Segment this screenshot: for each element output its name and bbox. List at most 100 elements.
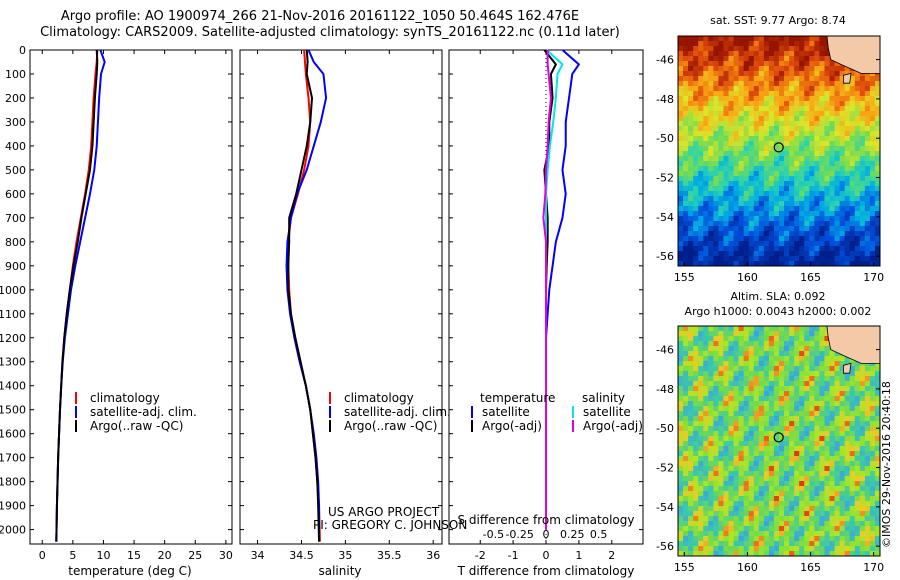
map-cell <box>804 426 810 432</box>
map-cell <box>718 221 724 227</box>
map-cell <box>839 101 846 107</box>
map-cell <box>763 71 770 77</box>
map-cell <box>814 446 820 452</box>
map-cell <box>799 191 805 197</box>
map-cell <box>683 191 689 197</box>
map-cell <box>678 36 684 42</box>
map-cell <box>768 216 775 222</box>
map-cell <box>693 181 699 187</box>
map-cell <box>869 231 876 237</box>
map-cell <box>758 346 765 352</box>
map-cell <box>773 506 780 512</box>
map-cell <box>864 216 871 222</box>
map-cell <box>773 46 780 52</box>
map-cell <box>854 226 861 232</box>
map-cell <box>839 486 846 492</box>
map-cell <box>804 206 810 212</box>
map-cell <box>804 86 810 92</box>
map-cell <box>688 41 694 47</box>
map-cell <box>809 386 815 392</box>
map-cell <box>839 386 846 392</box>
map-cell <box>723 206 729 212</box>
map-cell <box>814 541 820 547</box>
map-cell <box>779 511 785 517</box>
map-cell <box>723 116 729 122</box>
map-cell <box>718 451 724 457</box>
map-cell <box>753 201 760 207</box>
map-cell <box>688 531 694 537</box>
map-cell <box>869 441 876 447</box>
map-cell <box>748 41 755 47</box>
map-cell <box>834 81 841 87</box>
map-cell <box>809 381 815 387</box>
map-cell <box>678 211 684 217</box>
map-cell <box>799 51 805 57</box>
map-cell <box>859 531 866 537</box>
map-cell <box>854 376 861 382</box>
map-cell <box>768 406 775 412</box>
map-cell <box>779 96 785 102</box>
map-cell <box>814 46 820 52</box>
map-cell <box>794 256 800 262</box>
map-cell <box>864 471 871 477</box>
map-cell <box>789 61 795 67</box>
map-cell <box>874 216 881 222</box>
map-cell <box>718 146 724 152</box>
map-cell <box>728 521 735 527</box>
map-cell <box>683 246 689 252</box>
map-cell <box>864 246 871 252</box>
map-cell <box>728 211 735 217</box>
map-cell <box>758 101 765 107</box>
map-cell <box>854 241 861 247</box>
x-tick-label: 15 <box>127 549 141 562</box>
map-cell <box>693 36 699 42</box>
map-cell <box>733 91 740 97</box>
map-cell <box>743 401 750 407</box>
map-cell <box>708 141 714 147</box>
map-cell <box>758 336 765 342</box>
map-cell <box>824 371 830 377</box>
map-cell <box>834 381 841 387</box>
map-cell <box>839 466 846 472</box>
map-cell <box>748 536 755 542</box>
map-cell <box>819 406 825 412</box>
map-cell <box>758 171 765 177</box>
map-cell <box>819 436 825 442</box>
map-cell <box>678 176 684 182</box>
map-cell <box>814 106 820 112</box>
map-cell <box>708 221 714 227</box>
map-cell <box>758 41 765 47</box>
map-cell <box>844 241 851 247</box>
map-cell <box>728 431 735 437</box>
map-cell <box>688 536 694 542</box>
map-cell <box>784 391 790 397</box>
map-cell <box>718 121 724 127</box>
map-cell <box>864 376 871 382</box>
map-cell <box>753 526 760 532</box>
map-cell <box>743 196 750 202</box>
map-cell <box>698 186 704 192</box>
map-cell <box>698 356 704 362</box>
map-cell <box>824 196 830 202</box>
map-cell <box>743 351 750 357</box>
map-cell <box>683 126 689 132</box>
map-cell <box>784 71 790 77</box>
map-cell <box>718 401 724 407</box>
map-cell <box>779 226 785 232</box>
map-cell <box>874 221 881 227</box>
map-cell <box>738 151 745 157</box>
map-cell <box>809 236 815 242</box>
map-cell <box>824 376 830 382</box>
map-cell <box>728 366 735 372</box>
sst-map-frame <box>677 35 881 267</box>
map-cell <box>844 156 851 162</box>
map-cell <box>829 86 836 92</box>
map-cell <box>794 386 800 392</box>
map-cell <box>804 141 810 147</box>
map-cell <box>819 206 825 212</box>
map-cell <box>693 251 699 257</box>
map-cell <box>718 91 724 97</box>
map-cell <box>723 366 729 372</box>
map-cell <box>839 111 846 117</box>
map-cell <box>834 411 841 417</box>
